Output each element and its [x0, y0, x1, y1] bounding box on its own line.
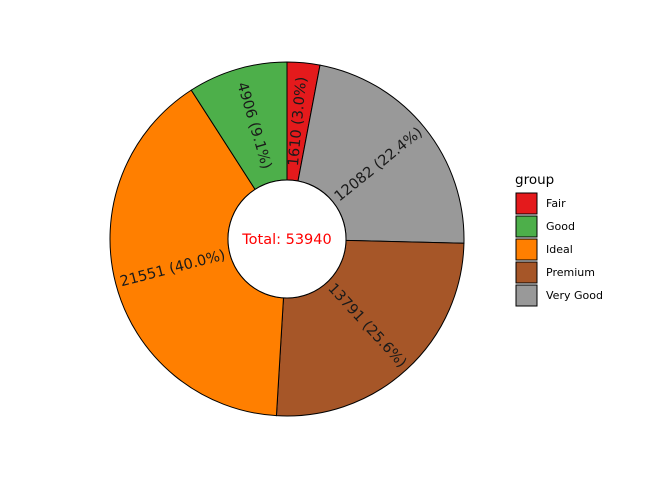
- legend-label-very-good: Very Good: [546, 289, 603, 302]
- legend-title: group: [515, 172, 554, 188]
- legend: group Fair Good Ideal Premium Very Good: [515, 172, 603, 307]
- slices-group: [109, 61, 465, 417]
- legend-label-premium: Premium: [546, 266, 595, 279]
- legend-swatch-premium: [515, 261, 538, 284]
- total-label: Total: 53940: [241, 232, 332, 248]
- legend-label-ideal: Ideal: [546, 243, 573, 256]
- legend-swatch-very-good: [515, 284, 538, 307]
- legend-swatch-fair: [515, 192, 538, 215]
- legend-swatch-good: [515, 215, 538, 238]
- donut-hole: [227, 179, 347, 299]
- legend-swatch-ideal: [515, 238, 538, 261]
- legend-label-fair: Fair: [546, 197, 566, 210]
- legend-label-good: Good: [546, 220, 575, 233]
